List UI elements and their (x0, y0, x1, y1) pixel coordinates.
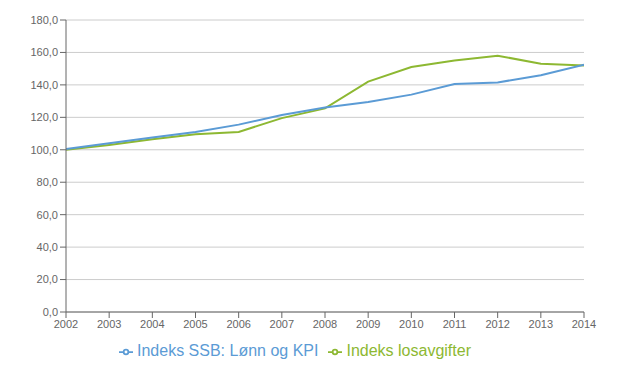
svg-text:2007: 2007 (270, 318, 294, 330)
svg-text:2009: 2009 (356, 318, 380, 330)
svg-text:140,0: 140,0 (30, 79, 58, 91)
svg-text:60,0: 60,0 (37, 209, 58, 221)
svg-text:2011: 2011 (443, 318, 467, 330)
svg-text:20,0: 20,0 (37, 273, 58, 285)
svg-text:2014: 2014 (572, 318, 596, 330)
svg-text:80,0: 80,0 (37, 176, 58, 188)
svg-text:100,0: 100,0 (30, 144, 58, 156)
svg-text:180,0: 180,0 (30, 14, 58, 26)
html-text:Indeks losavgifter: Indeks losavgifter (346, 342, 471, 359)
svg-text:2006: 2006 (226, 318, 250, 330)
svg-text:40,0: 40,0 (37, 241, 58, 253)
svg-text:2002: 2002 (54, 318, 78, 330)
svg-text:2003: 2003 (97, 318, 121, 330)
svg-text:160,0: 160,0 (30, 46, 58, 58)
svg-text:120,0: 120,0 (30, 111, 58, 123)
svg-text:2004: 2004 (140, 318, 164, 330)
svg-text:2008: 2008 (313, 318, 337, 330)
html-text:Indeks SSB: Lønn og KPI: Indeks SSB: Lønn og KPI (137, 342, 319, 359)
svg-text:2010: 2010 (399, 318, 423, 330)
svg-text:2012: 2012 (485, 318, 509, 330)
svg-text:2005: 2005 (183, 318, 207, 330)
svg-text:2013: 2013 (529, 318, 553, 330)
svg-text:0,0: 0,0 (43, 306, 58, 318)
